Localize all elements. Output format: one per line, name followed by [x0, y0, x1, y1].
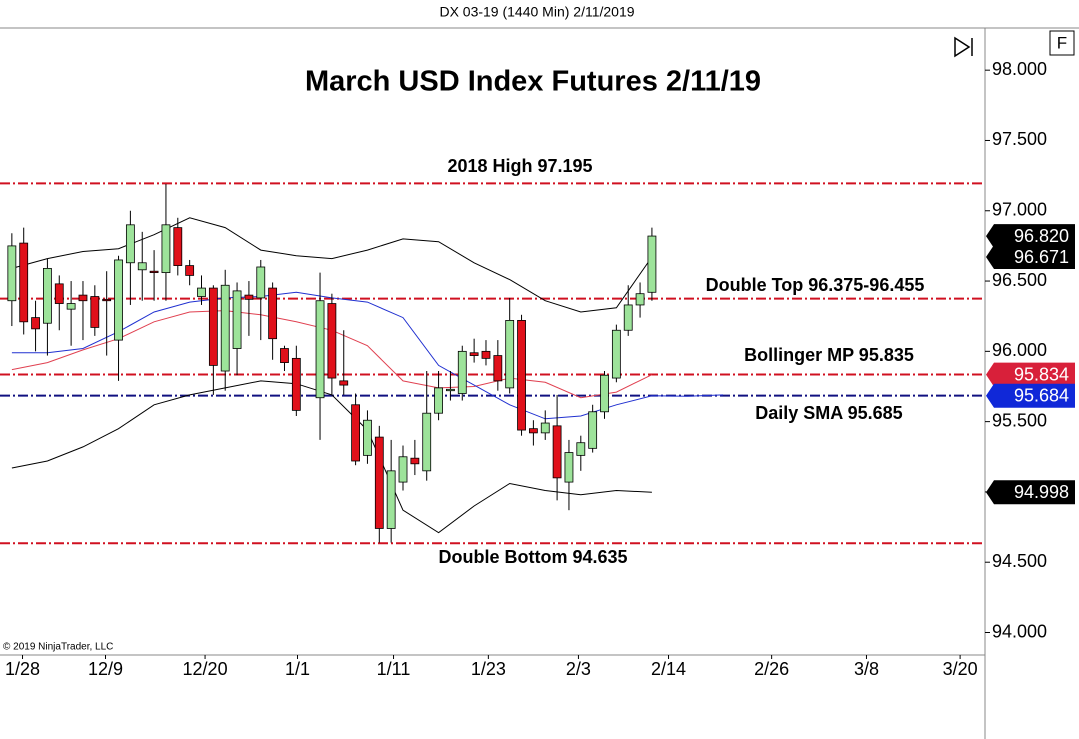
- price-marker: [986, 383, 1075, 408]
- candle-body: [505, 320, 515, 389]
- candle-body: [564, 452, 574, 483]
- annotation: 2018 High 97.195: [447, 156, 592, 176]
- price-marker-label: 96.671: [1014, 247, 1069, 267]
- candle-body: [125, 224, 135, 264]
- candle-body: [647, 235, 657, 293]
- price-marker: [986, 362, 1075, 387]
- candle-body: [173, 227, 183, 266]
- candle-body: [576, 442, 586, 456]
- copyright: © 2019 NinjaTrader, LLC: [3, 642, 113, 653]
- x-tick-label: 3/20: [943, 659, 978, 679]
- candle-body: [434, 387, 443, 414]
- candle-body: [291, 357, 301, 411]
- candle-body: [469, 352, 479, 356]
- candle-body: [90, 296, 100, 328]
- candle-body: [208, 287, 218, 366]
- candle-body: [137, 262, 147, 271]
- indicator-line: [11, 217, 653, 313]
- candle-body: [611, 329, 621, 379]
- price-marker: [986, 480, 1075, 505]
- annotation: Double Top 96.375-96.455: [706, 275, 925, 295]
- candle-body: [19, 242, 29, 323]
- candle-body: [43, 267, 52, 324]
- x-tick-label: 12/9: [88, 659, 123, 679]
- annotation: Double Bottom 94.635: [438, 547, 627, 567]
- candle-body: [280, 348, 289, 363]
- candle-body: [528, 428, 538, 434]
- y-tick-label: 95.500: [992, 410, 1047, 430]
- x-tick-label: 1/23: [471, 659, 506, 679]
- x-tick-label: 2/3: [566, 659, 591, 679]
- f-button[interactable]: F: [1049, 30, 1075, 56]
- x-tick-label: 2/26: [754, 659, 789, 679]
- price-marker-label: 95.834: [1014, 364, 1069, 384]
- candle-body: [197, 287, 206, 297]
- x-tick-label: 3/8: [854, 659, 879, 679]
- candle-body: [374, 436, 384, 529]
- price-marker-label: 94.998: [1014, 482, 1069, 502]
- price-marker-label: 96.820: [1014, 226, 1069, 246]
- candle-body: [54, 283, 64, 304]
- x-tick-label: 1/1: [285, 659, 310, 679]
- candle-body: [220, 284, 230, 372]
- candle-body: [7, 245, 17, 302]
- candle-body: [493, 355, 503, 382]
- candle-body: [102, 298, 112, 302]
- candle-body: [623, 304, 633, 331]
- y-tick-label: 96.500: [992, 270, 1047, 290]
- candle-body: [66, 303, 76, 310]
- annotation: Bollinger MP 95.835: [744, 345, 914, 365]
- candle-body: [78, 294, 88, 302]
- candle-body: [363, 419, 372, 456]
- candle-body: [161, 224, 171, 274]
- y-tick-label: 94.500: [992, 551, 1047, 571]
- x-tick-label: 1/11: [377, 659, 411, 679]
- candle-body: [600, 374, 609, 413]
- candle-body: [327, 303, 337, 379]
- candle-body: [351, 404, 360, 462]
- x-tick-label: 2/14: [651, 659, 686, 679]
- price-marker: [986, 245, 1075, 270]
- candle-body: [588, 411, 598, 449]
- price-marker: [986, 224, 1075, 249]
- header: DX 03-19 (1440 Min) 2/11/2019: [439, 4, 634, 20]
- x-tick-label: 1/28: [5, 659, 40, 679]
- y-tick-label: 96.000: [992, 340, 1047, 360]
- candle-body: [31, 317, 40, 330]
- candle-body: [315, 300, 325, 399]
- candle-body: [339, 380, 349, 386]
- candle-body: [635, 293, 645, 306]
- x-tick-label: 12/20: [183, 659, 228, 679]
- candle-body: [398, 456, 408, 483]
- y-tick-label: 97.500: [992, 129, 1047, 149]
- candle-body: [517, 320, 526, 431]
- candle-body: [410, 457, 420, 465]
- candle-body: [457, 350, 467, 394]
- svg-text:F: F: [1057, 33, 1067, 52]
- candle-body: [386, 470, 396, 529]
- candle-body: [256, 266, 266, 299]
- candle-body: [244, 294, 254, 300]
- candle-body: [540, 422, 550, 434]
- plot-area: [0, 182, 985, 545]
- chart-title: March USD Index Futures 2/11/19: [305, 66, 761, 98]
- candle-body: [185, 265, 195, 276]
- candle-body: [446, 388, 455, 392]
- y-tick-label: 97.000: [992, 200, 1047, 220]
- candle-body: [114, 259, 123, 341]
- annotation: Daily SMA 95.685: [755, 403, 902, 423]
- candle-body: [149, 270, 159, 274]
- candle-body: [232, 290, 242, 349]
- candle-body: [422, 412, 432, 472]
- candle-body: [268, 287, 278, 340]
- play-icon[interactable]: [954, 36, 973, 58]
- y-tick-label: 98.000: [992, 59, 1047, 79]
- y-tick-label: 94.000: [992, 621, 1047, 641]
- candle-body: [481, 350, 491, 359]
- candle-body: [552, 425, 562, 479]
- price-marker-label: 95.684: [1014, 386, 1069, 406]
